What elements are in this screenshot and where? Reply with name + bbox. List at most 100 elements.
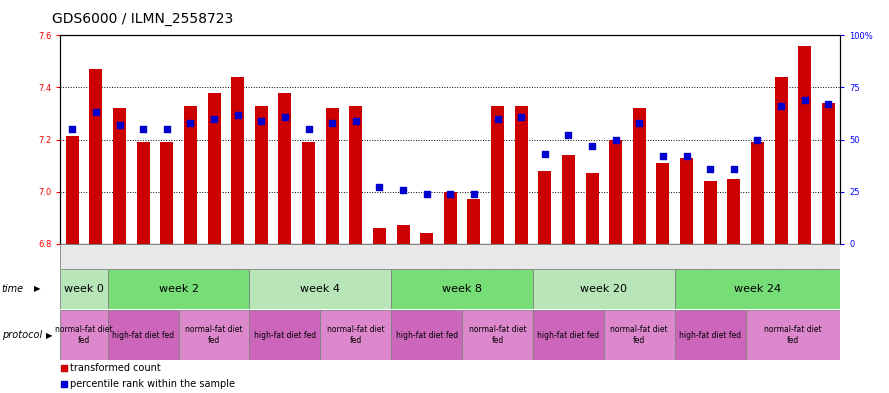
Text: ▶: ▶ xyxy=(34,285,40,293)
Text: ▶: ▶ xyxy=(46,331,52,340)
Bar xyxy=(60,269,108,309)
Bar xyxy=(255,106,268,244)
Bar xyxy=(207,93,220,244)
Text: week 0: week 0 xyxy=(64,284,104,294)
Point xyxy=(491,116,505,122)
Text: time: time xyxy=(2,284,24,294)
Point xyxy=(348,118,363,124)
Text: week 24: week 24 xyxy=(733,284,781,294)
Bar xyxy=(302,142,315,244)
Point xyxy=(444,191,458,197)
Bar xyxy=(586,173,598,244)
Point xyxy=(632,120,646,126)
Point xyxy=(207,116,221,122)
Point xyxy=(514,114,528,120)
Bar xyxy=(675,269,840,309)
Bar xyxy=(538,171,551,244)
Point xyxy=(797,97,812,103)
Point xyxy=(65,126,79,132)
Text: high-fat diet fed: high-fat diet fed xyxy=(679,331,741,340)
Text: normal-fat diet
fed: normal-fat diet fed xyxy=(327,325,385,345)
Point xyxy=(420,191,434,197)
Text: GDS6000 / ILMN_2558723: GDS6000 / ILMN_2558723 xyxy=(52,12,233,26)
Point xyxy=(112,122,126,128)
Point xyxy=(726,165,741,172)
Point xyxy=(183,120,197,126)
Bar xyxy=(562,155,575,244)
Bar xyxy=(533,310,604,360)
Bar xyxy=(372,228,386,244)
Bar xyxy=(60,310,108,360)
Text: normal-fat diet
fed: normal-fat diet fed xyxy=(55,325,113,345)
Bar xyxy=(160,142,173,244)
Text: protocol: protocol xyxy=(2,330,42,340)
Text: percentile rank within the sample: percentile rank within the sample xyxy=(70,378,236,389)
Bar xyxy=(66,136,79,244)
Bar xyxy=(821,103,835,244)
Bar xyxy=(184,106,196,244)
Point xyxy=(254,118,268,124)
Bar xyxy=(604,310,675,360)
Point xyxy=(467,191,481,197)
Text: high-fat diet fed: high-fat diet fed xyxy=(254,331,316,340)
Bar xyxy=(675,310,746,360)
Point xyxy=(561,132,575,138)
Point xyxy=(538,151,552,157)
Point xyxy=(656,153,670,159)
Bar xyxy=(798,46,811,244)
Point xyxy=(89,109,103,116)
Point xyxy=(277,114,292,120)
Point xyxy=(585,143,599,149)
Text: transformed count: transformed count xyxy=(70,364,161,373)
Bar xyxy=(250,269,391,309)
Bar xyxy=(250,310,320,360)
Point xyxy=(136,126,150,132)
Text: normal-fat diet
fed: normal-fat diet fed xyxy=(764,325,821,345)
Point xyxy=(396,186,410,193)
Text: week 4: week 4 xyxy=(300,284,340,294)
Bar xyxy=(468,199,480,244)
Text: week 8: week 8 xyxy=(442,284,482,294)
Bar xyxy=(179,310,250,360)
Point xyxy=(230,111,244,118)
Bar xyxy=(137,142,149,244)
Bar xyxy=(108,310,179,360)
Text: high-fat diet fed: high-fat diet fed xyxy=(112,331,174,340)
Text: week 20: week 20 xyxy=(581,284,628,294)
Text: normal-fat diet
fed: normal-fat diet fed xyxy=(185,325,243,345)
Text: normal-fat diet
fed: normal-fat diet fed xyxy=(469,325,526,345)
Bar xyxy=(656,163,669,244)
Point xyxy=(679,153,693,159)
Bar xyxy=(533,269,675,309)
Bar xyxy=(108,269,250,309)
Bar xyxy=(774,77,788,244)
Bar xyxy=(751,142,764,244)
Point xyxy=(609,136,623,143)
Point xyxy=(774,103,789,109)
Bar xyxy=(278,93,292,244)
Bar xyxy=(491,106,504,244)
Point xyxy=(283,185,297,191)
Text: high-fat diet fed: high-fat diet fed xyxy=(396,331,458,340)
Bar xyxy=(609,140,622,244)
Bar xyxy=(349,106,363,244)
Text: high-fat diet fed: high-fat diet fed xyxy=(537,331,599,340)
Point xyxy=(821,101,836,107)
Bar xyxy=(391,269,533,309)
Bar xyxy=(515,106,528,244)
Bar xyxy=(391,310,462,360)
Point xyxy=(160,126,174,132)
Point xyxy=(750,136,765,143)
Bar xyxy=(320,310,391,360)
Bar xyxy=(680,158,693,244)
Bar xyxy=(325,108,339,244)
Bar xyxy=(113,108,126,244)
Point xyxy=(703,165,717,172)
Point xyxy=(325,120,340,126)
Text: normal-fat diet
fed: normal-fat diet fed xyxy=(611,325,669,345)
Bar xyxy=(727,178,741,244)
Point xyxy=(283,322,297,329)
Bar xyxy=(231,77,244,244)
Point xyxy=(301,126,316,132)
Point xyxy=(372,184,387,191)
